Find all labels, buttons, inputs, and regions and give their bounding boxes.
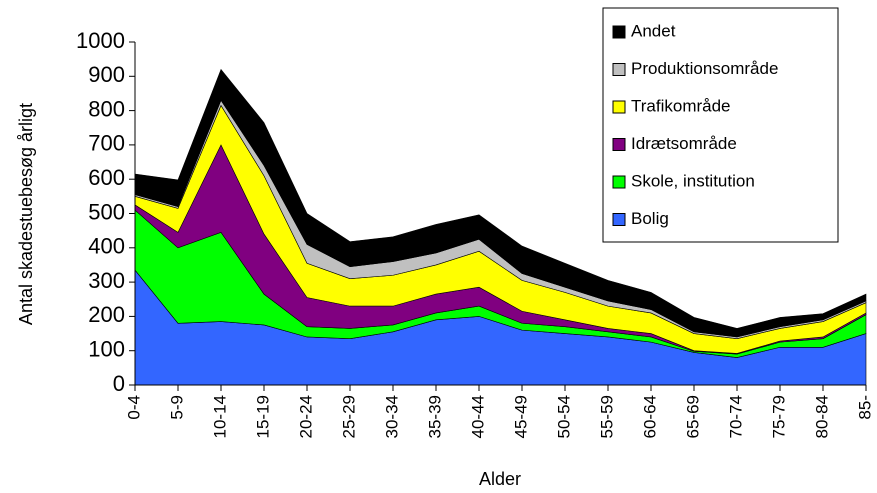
- legend-label: Bolig: [631, 209, 669, 228]
- y-tick-label: 300: [88, 268, 125, 293]
- y-tick-label: 1000: [76, 28, 125, 53]
- y-tick-label: 400: [88, 234, 125, 259]
- x-tick-label: 45-49: [511, 395, 530, 438]
- y-tick-label: 200: [88, 302, 125, 327]
- x-tick-label: 80-84: [812, 395, 831, 438]
- legend-label: Produktionsområde: [631, 59, 778, 78]
- x-tick-label: 40-44: [468, 395, 487, 438]
- x-tick-label: 10-14: [210, 395, 229, 438]
- x-tick-label: 85-: [855, 395, 874, 420]
- x-tick-label: 25-29: [339, 395, 358, 438]
- y-tick-label: 100: [88, 337, 125, 362]
- legend-swatch: [612, 25, 626, 39]
- legend-swatch: [612, 100, 626, 114]
- x-tick-label: 0-4: [124, 395, 143, 420]
- x-tick-label: 30-34: [382, 395, 401, 438]
- legend-label: Andet: [631, 21, 676, 40]
- legend-swatch: [612, 175, 626, 189]
- y-tick-label: 900: [88, 62, 125, 87]
- x-tick-label: 50-54: [554, 395, 573, 438]
- x-tick-label: 5-9: [167, 395, 186, 420]
- legend-label: Skole, institution: [631, 171, 755, 190]
- x-tick-label: 55-59: [597, 395, 616, 438]
- legend-label: Idrætsområde: [631, 134, 737, 153]
- y-axis-title: Antal skadestuebesøg årligt: [16, 103, 36, 325]
- x-tick-label: 70-74: [726, 395, 745, 438]
- legend-swatch: [612, 63, 626, 76]
- x-tick-label: 15-19: [253, 395, 272, 438]
- area: [134, 68, 867, 338]
- x-tick-label: 20-24: [296, 395, 315, 438]
- x-tick-label: 65-69: [683, 395, 702, 438]
- legend-swatch: [612, 138, 626, 151]
- x-axis-title: Alder: [479, 469, 521, 489]
- y-tick-label: 700: [88, 131, 125, 156]
- y-tick-label: 800: [88, 96, 125, 121]
- legend-swatch: [612, 213, 626, 226]
- x-tick-label: 75-79: [769, 395, 788, 438]
- legend-box: [602, 7, 839, 243]
- y-tick-label: 500: [88, 199, 125, 224]
- x-tick-label: 35-39: [425, 395, 444, 438]
- legend-label: Trafikområde: [631, 96, 731, 115]
- y-tick-label: 600: [88, 165, 125, 190]
- y-tick-label: 0: [113, 371, 125, 396]
- x-tick-label: 60-64: [640, 395, 659, 438]
